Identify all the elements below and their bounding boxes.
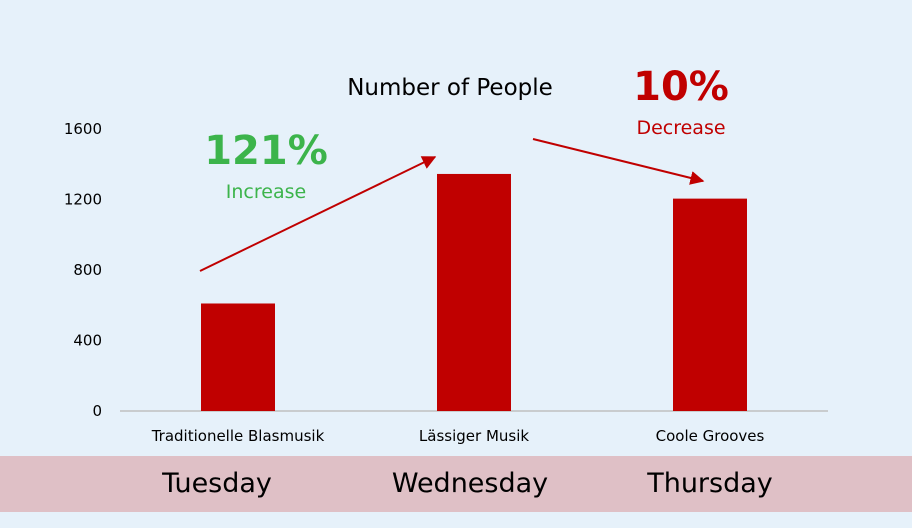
y-tick-label: 800 (73, 261, 102, 279)
day-band: Tuesday Wednesday Thursday (0, 456, 912, 512)
bars (201, 173, 747, 411)
category-label: Coole Grooves (656, 427, 765, 445)
decrease-label: Decrease (636, 117, 725, 139)
category-labels: Traditionelle Blasmusik Lässiger Musik Coo… (151, 427, 765, 445)
decrease-percent: 10% (633, 64, 729, 110)
y-axis-ticks: 0 400 800 1200 1600 (64, 120, 102, 420)
y-tick-label: 0 (92, 402, 102, 420)
increase-label: Increase (226, 181, 306, 203)
y-tick-label: 400 (73, 332, 102, 350)
bar (673, 198, 747, 411)
category-label: Traditionelle Blasmusik (151, 427, 325, 445)
y-tick-label: 1600 (64, 120, 102, 138)
decrease-arrow (532, 138, 705, 185)
y-tick-label: 1200 (64, 191, 102, 209)
day-label-thursday: Thursday (647, 468, 773, 499)
day-label-tuesday: Tuesday (162, 468, 272, 499)
increase-arrow (199, 156, 437, 272)
bar (201, 303, 275, 411)
increase-percent: 121% (204, 128, 328, 174)
bar-chart: Number of People 0 400 800 1200 1600 Traditi… (64, 64, 828, 445)
day-label-wednesday: Wednesday (391, 468, 549, 499)
bar (437, 173, 511, 411)
category-label: Lässiger Musik (419, 427, 529, 445)
chart-title: Number of People (347, 75, 553, 101)
